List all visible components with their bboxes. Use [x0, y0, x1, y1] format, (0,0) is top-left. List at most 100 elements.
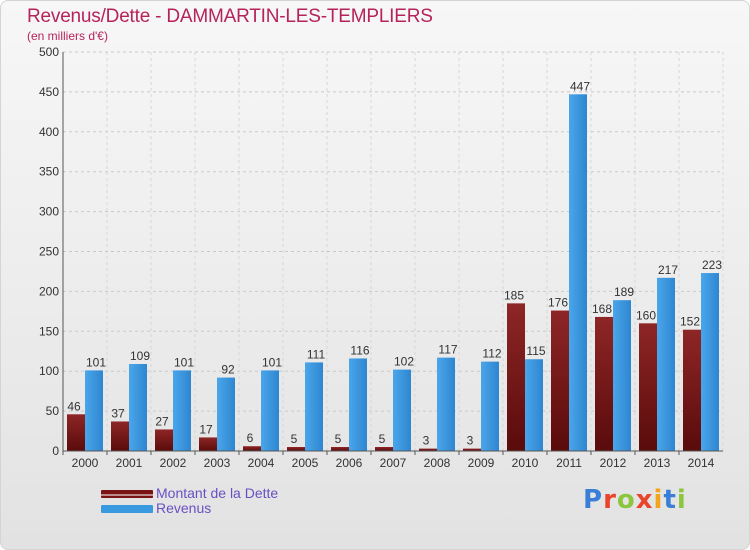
y-tick-label: 400 [39, 125, 59, 139]
data-label-revenus: 115 [526, 344, 545, 358]
data-label-revenus: 116 [350, 343, 369, 357]
bar-debt [375, 447, 393, 451]
bar-revenus [393, 369, 411, 451]
proxiti-logo: Proxiti [583, 485, 687, 515]
bar-debt [111, 421, 129, 451]
x-tick-label: 2008 [424, 456, 451, 470]
logo-letter: r [603, 485, 617, 515]
data-label-debt: 46 [67, 399, 81, 413]
data-label-debt: 160 [636, 308, 656, 322]
bar-revenus [437, 357, 455, 451]
bar-revenus [481, 361, 499, 451]
data-label-debt: 5 [379, 432, 386, 446]
x-tick-label: 2003 [204, 456, 231, 470]
logo-letter: i [676, 485, 687, 515]
bar-revenus [657, 277, 675, 451]
data-label-revenus: 101 [262, 355, 282, 369]
bar-debt [199, 437, 217, 451]
x-tick-label: 2007 [380, 456, 407, 470]
data-label-revenus: 447 [570, 79, 590, 93]
y-tick-label: 250 [39, 245, 59, 259]
bar-revenus [613, 300, 631, 451]
y-tick-label: 350 [39, 165, 59, 179]
x-tick-label: 2011 [556, 456, 582, 470]
data-label-revenus: 112 [482, 347, 501, 361]
data-label-debt: 17 [199, 422, 213, 436]
data-label-revenus: 223 [702, 258, 722, 272]
x-tick-label: 2014 [688, 456, 715, 470]
bar-debt [595, 316, 613, 451]
data-label-debt: 27 [155, 414, 169, 428]
data-label-debt: 176 [548, 296, 568, 310]
bar-debt [243, 446, 261, 451]
data-label-revenus: 102 [394, 355, 414, 369]
x-tick-label: 2002 [160, 456, 187, 470]
x-tick-label: 2004 [248, 456, 275, 470]
bar-debt [287, 447, 305, 451]
x-tick-label: 2000 [72, 456, 99, 470]
data-label-debt: 3 [423, 434, 430, 448]
bar-revenus [129, 364, 147, 451]
bar-debt [331, 447, 349, 451]
y-tick-label: 0 [52, 444, 59, 458]
data-label-debt: 37 [111, 406, 125, 420]
x-tick-label: 2006 [336, 456, 363, 470]
bar-revenus [349, 358, 367, 451]
bar-revenus [525, 359, 543, 451]
bar-debt [419, 448, 437, 451]
legend-swatch-revenus [101, 505, 153, 513]
chart-subtitle: (en milliers d'€) [27, 29, 108, 43]
bar-debt [155, 429, 173, 451]
y-tick-label: 300 [39, 205, 59, 219]
y-tick-label: 200 [39, 284, 59, 298]
chart-title: Revenus/Dette - DAMMARTIN-LES-TEMPLIERS [27, 6, 433, 27]
bar-revenus [305, 362, 323, 451]
x-tick-label: 2010 [512, 456, 539, 470]
bar-debt [463, 448, 481, 451]
bar-revenus [217, 377, 235, 451]
y-tick-label: 150 [39, 324, 59, 338]
bar-revenus [569, 94, 587, 451]
x-tick-label: 2001 [116, 456, 143, 470]
x-tick-label: 2005 [292, 456, 319, 470]
logo-letter: P [583, 485, 604, 515]
y-tick-label: 100 [39, 364, 59, 378]
y-tick-label: 50 [46, 404, 60, 418]
bar-revenus [261, 370, 279, 451]
data-label-debt: 185 [504, 288, 524, 302]
data-label-revenus: 101 [174, 355, 194, 369]
logo-letter: t [663, 485, 677, 515]
legend-label-revenus: Revenus [156, 500, 212, 516]
y-tick-label: 500 [39, 45, 59, 59]
data-label-debt: 168 [592, 302, 612, 316]
data-label-revenus: 101 [86, 355, 106, 369]
data-label-revenus: 217 [658, 263, 678, 277]
bar-debt [507, 303, 525, 451]
logo-letter: o [616, 485, 636, 515]
data-label-debt: 5 [291, 432, 298, 446]
x-tick-label: 2009 [468, 456, 495, 470]
data-label-revenus: 117 [438, 343, 457, 357]
data-label-revenus: 189 [614, 285, 634, 299]
bar-debt [639, 323, 657, 451]
bar-revenus [701, 273, 719, 451]
x-tick-label: 2013 [644, 456, 671, 470]
bar-debt [551, 310, 569, 451]
data-label-debt: 152 [680, 315, 700, 329]
data-label-revenus: 111 [307, 347, 326, 361]
data-label-debt: 3 [467, 434, 474, 448]
data-label-revenus: 109 [130, 349, 150, 363]
bar-debt [67, 414, 85, 451]
legend-swatch-debt [101, 490, 153, 498]
bar-revenus [173, 370, 191, 451]
x-tick-label: 2012 [600, 456, 627, 470]
y-tick-label: 450 [39, 85, 59, 99]
data-label-revenus: 92 [221, 363, 235, 377]
bar-debt [683, 329, 701, 451]
data-label-debt: 5 [335, 432, 342, 446]
legend-label-debt: Montant de la Dette [156, 485, 279, 501]
logo-letter: i [653, 485, 664, 515]
data-label-debt: 6 [247, 431, 254, 445]
